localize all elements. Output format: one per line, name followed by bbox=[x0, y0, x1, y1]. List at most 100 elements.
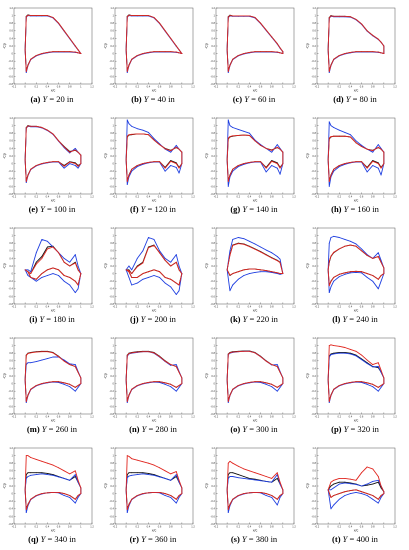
cp-point-lower bbox=[276, 390, 278, 392]
cp-point-upper bbox=[46, 129, 48, 131]
cp-point-upper bbox=[227, 16, 229, 18]
cp-point-upper bbox=[46, 248, 48, 250]
cp-point-lower bbox=[35, 280, 37, 282]
cp-plot: -0.8 -0.6 -0.4 -0.2 0 0.2 0.4 0.6 0.8 1 1.2 -0.2 0 0.… bbox=[104, 446, 196, 533]
cp-point-upper bbox=[254, 243, 256, 245]
x-axis-label: x/c bbox=[253, 89, 258, 93]
cp-point-lower bbox=[361, 493, 363, 495]
cp-point-upper bbox=[271, 257, 273, 259]
cp-point-lower bbox=[282, 163, 284, 165]
x-tick-label: -0.2 bbox=[12, 304, 17, 308]
cp-point-upper bbox=[271, 149, 273, 151]
cp-point-upper bbox=[333, 135, 335, 137]
cp-point-upper bbox=[237, 135, 239, 136]
cp-point-upper bbox=[74, 366, 76, 367]
cp-point-upper bbox=[366, 359, 368, 361]
cp-point-upper bbox=[377, 476, 379, 477]
cp-point-upper bbox=[254, 472, 256, 474]
cp-point-lower bbox=[279, 496, 281, 498]
cp-point-upper bbox=[330, 489, 332, 491]
cp-point-upper bbox=[58, 356, 60, 358]
cp-point-lower bbox=[178, 167, 180, 169]
cp-point-lower bbox=[282, 383, 284, 385]
y-tick-label: 0.4 bbox=[110, 146, 114, 150]
x-tick-label: 0.4 bbox=[349, 304, 353, 308]
cp-point-upper bbox=[126, 16, 128, 18]
cp-point-lower bbox=[227, 401, 229, 402]
cp-point-upper bbox=[260, 356, 262, 358]
x-tick-label: 0 bbox=[125, 84, 127, 88]
cp-point-lower bbox=[265, 51, 267, 53]
y-tick-label: 0.4 bbox=[211, 476, 215, 480]
cp-point-upper bbox=[243, 15, 245, 17]
cp-point-lower bbox=[265, 493, 267, 495]
cp-point-upper bbox=[77, 49, 79, 51]
x-tick-label: -0.2 bbox=[113, 84, 118, 88]
cp-point-upper bbox=[170, 151, 172, 153]
cp-point-upper bbox=[46, 358, 48, 359]
caption-tag: (a) bbox=[30, 94, 41, 104]
cp-point-lower bbox=[227, 512, 229, 514]
cp-point-lower bbox=[178, 172, 180, 174]
cp-point-lower bbox=[58, 275, 60, 276]
cp-point-upper bbox=[164, 470, 166, 472]
y-axis-label: -Cp bbox=[205, 43, 209, 49]
cp-point-lower bbox=[175, 390, 177, 392]
cp-point-lower bbox=[175, 386, 177, 388]
cp-point-lower bbox=[52, 381, 54, 383]
cp-point-lower bbox=[355, 492, 357, 493]
x-tick-label: -0.2 bbox=[113, 194, 118, 198]
cp-point-lower bbox=[126, 181, 128, 182]
cp-point-upper bbox=[63, 30, 65, 32]
panel-caption: (m) Y = 260 in bbox=[2, 424, 102, 434]
y-tick-label: -0.6 bbox=[312, 74, 317, 78]
cp-point-lower bbox=[380, 496, 382, 498]
cp-point-lower bbox=[380, 174, 382, 176]
cp-point-upper bbox=[164, 360, 166, 362]
cp-point-upper bbox=[142, 262, 144, 264]
cp-point-lower bbox=[181, 383, 183, 385]
cp-point-upper bbox=[27, 472, 29, 474]
cp-point-lower bbox=[74, 502, 76, 504]
cp-point-upper bbox=[276, 260, 278, 262]
cp-point-upper bbox=[175, 364, 177, 366]
y-tick-label: 0 bbox=[113, 492, 115, 496]
cp-point-lower bbox=[80, 383, 82, 385]
caption-variable: Y bbox=[342, 314, 348, 324]
cp-point-lower bbox=[377, 167, 379, 169]
y-tick-label: 0 bbox=[12, 52, 14, 56]
cp-point-upper bbox=[175, 144, 177, 146]
cp-point-upper bbox=[349, 16, 351, 18]
cp-point-upper bbox=[229, 254, 231, 256]
cp-point-upper bbox=[276, 43, 278, 45]
y-tick-label: 0.4 bbox=[211, 256, 215, 260]
y-tick-label: 0.6 bbox=[312, 29, 316, 33]
y-tick-label: 0.4 bbox=[211, 36, 215, 40]
x-tick-label: 1.2 bbox=[90, 194, 94, 198]
y-tick-label: 0.6 bbox=[9, 139, 13, 143]
y-tick-label: 0.8 bbox=[312, 241, 316, 245]
cp-point-upper bbox=[74, 149, 76, 151]
y-tick-label: -0.4 bbox=[9, 177, 14, 181]
cp-point-lower bbox=[25, 401, 27, 402]
cp-point-lower bbox=[248, 492, 250, 494]
x-tick-label: 0.6 bbox=[158, 84, 162, 88]
cp-point-upper bbox=[361, 485, 363, 487]
cp-point-upper bbox=[142, 472, 144, 474]
cp-point-upper bbox=[63, 257, 65, 259]
cp-point-lower bbox=[328, 285, 330, 287]
y-axis-label: -Cp bbox=[306, 153, 310, 159]
x-tick-label: 0.8 bbox=[270, 84, 274, 88]
cp-point-lower bbox=[153, 51, 155, 53]
cp-point-lower bbox=[372, 160, 374, 162]
cp-point-upper bbox=[170, 37, 172, 39]
x-tick-label: 0.8 bbox=[371, 84, 375, 88]
cp-point-lower bbox=[131, 284, 133, 286]
cp-point-lower bbox=[361, 51, 363, 53]
cp-point-lower bbox=[181, 493, 183, 495]
cp-point-lower bbox=[282, 273, 284, 275]
y-tick-label: -0.8 bbox=[9, 522, 14, 526]
caption-value: = 240 in bbox=[349, 314, 378, 324]
y-tick-label: -0.6 bbox=[211, 184, 216, 188]
cp-point-lower bbox=[159, 381, 161, 383]
